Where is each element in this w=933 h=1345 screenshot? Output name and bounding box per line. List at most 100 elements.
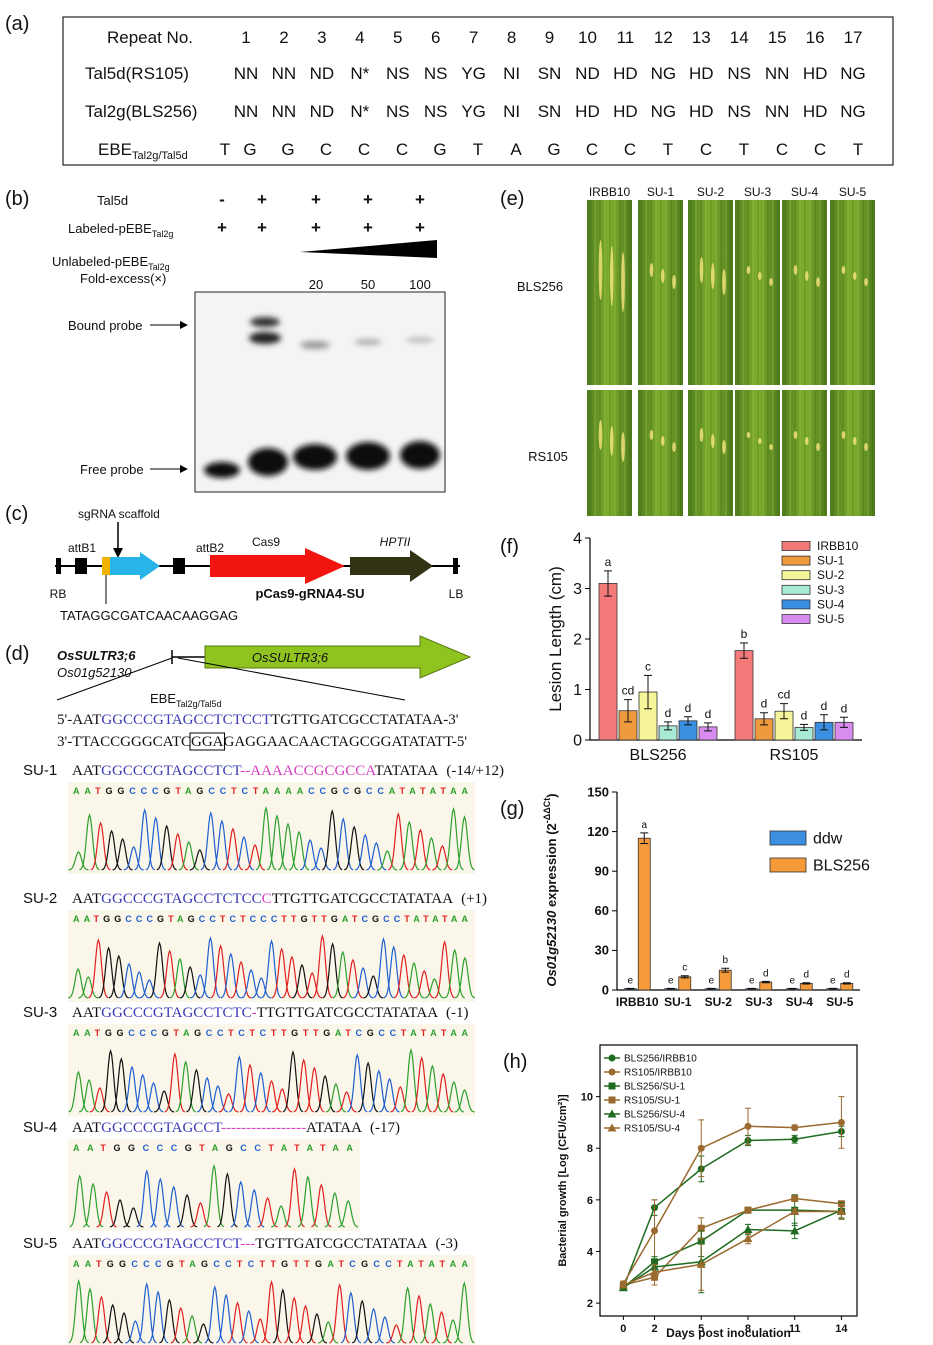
text-part: AAT: [72, 1236, 101, 1252]
significance-letter: e: [830, 975, 836, 986]
trace-peak: [271, 1205, 292, 1228]
significance-letter: d: [763, 968, 769, 979]
arrow-head: [180, 321, 188, 329]
ebe-base: C: [700, 140, 712, 159]
repeat-number: 4: [355, 28, 364, 47]
text-part: GGCCCGTAGCCTCT: [101, 763, 241, 779]
rvd: HD: [575, 102, 600, 121]
y-axis-label: Bacterial growth [Log (CFU/cm²)]: [557, 1094, 569, 1267]
lesion: [816, 277, 820, 287]
rvd: ND: [575, 64, 600, 83]
trace-peak: [68, 1070, 89, 1113]
rvd: NG: [651, 102, 677, 121]
gene-arrow: [204, 635, 472, 679]
ebe-base: C: [624, 140, 636, 159]
trace-peak: [143, 1081, 164, 1113]
x-tick-label: RS105: [770, 747, 819, 764]
text-part: GGCCCGTAGCCTCTC: [101, 1005, 251, 1021]
ebe-base: T: [473, 140, 483, 159]
error-bar: [820, 714, 828, 731]
trace-peak: [443, 1080, 465, 1113]
legend-marker: [608, 1082, 616, 1090]
lesion: [746, 432, 751, 438]
text-part: (-17): [370, 1120, 400, 1136]
text-part: (-14/+12): [446, 763, 504, 779]
trace-peak: [433, 1072, 454, 1113]
row-label: Labeled-pEBETal2g: [68, 221, 173, 239]
error-bar: [840, 716, 848, 728]
rvd: NI: [503, 102, 520, 121]
text-part: ): [544, 793, 559, 797]
series-line: [622, 1121, 842, 1285]
bar: [598, 583, 618, 741]
error-bar: [828, 987, 837, 990]
rvd: SN: [538, 102, 562, 121]
significance-letter: e: [749, 975, 755, 986]
trace-peak: [344, 825, 365, 871]
lesion: [769, 444, 773, 450]
rvd: N*: [350, 64, 369, 83]
label: OsSULTR3;6: [57, 648, 136, 663]
x-tick-label: 0: [620, 1323, 626, 1335]
trace-peak: [424, 978, 445, 999]
trace-peak: [397, 1286, 418, 1344]
trace-peak: [189, 849, 210, 871]
trace-peak: [311, 847, 332, 871]
lesion: [769, 278, 773, 286]
trace-peak: [175, 1060, 196, 1113]
trace-peak: [159, 1298, 180, 1344]
zoom-line: [177, 657, 406, 701]
rvd: NN: [234, 102, 259, 121]
trace-peak: [340, 1291, 362, 1344]
column-label: IRBB10: [589, 185, 631, 199]
series-line: [622, 1130, 842, 1288]
trace-peak: [113, 1311, 135, 1344]
text-part: AAT: [72, 1120, 101, 1136]
row-label: Tal2g(BLS256): [85, 102, 197, 121]
text-part: TTGTTGATCGCCTATATAA: [257, 1005, 439, 1021]
error-bar: [842, 982, 851, 985]
rvd: HD: [689, 64, 714, 83]
lane-mark: +: [257, 190, 267, 209]
x-tick-label: 14: [835, 1323, 848, 1335]
rvd: NG: [651, 64, 677, 83]
lesion: [609, 246, 614, 306]
rvd: NS: [424, 64, 448, 83]
trace-peak: [68, 1278, 89, 1344]
trace-peak: [357, 1061, 379, 1113]
trace-peak: [312, 933, 333, 999]
trace-peak: [145, 816, 166, 871]
lesion: [621, 432, 625, 462]
legend-label: BLS256/SU-1: [624, 1082, 686, 1093]
scaffold-arrow: [110, 552, 160, 580]
column-label: SU-3: [744, 185, 772, 199]
y-tick-label: 10: [581, 1092, 593, 1104]
lesion: [621, 252, 625, 312]
trace-peak: [352, 1299, 373, 1344]
x-tick-label: SU-1: [664, 995, 692, 1009]
marker: [837, 1118, 845, 1126]
trace-peak: [403, 961, 425, 999]
legend-label: SU-4: [817, 597, 845, 611]
trace-peak: [284, 1296, 305, 1344]
trace-peak: [432, 845, 453, 871]
x-tick-label: SU-4: [786, 995, 814, 1009]
lesion: [864, 443, 868, 451]
significance-letter: d: [665, 706, 672, 720]
repeat-number: 9: [545, 28, 554, 47]
error-bar: [747, 987, 756, 990]
trace-peak: [227, 1301, 248, 1344]
trace-peak: [111, 1057, 132, 1113]
trace-peak: [336, 1091, 357, 1113]
bar: [734, 650, 754, 741]
significance-letter: c: [682, 963, 687, 974]
trace-peak: [261, 1079, 282, 1113]
trace-peak: [388, 812, 409, 871]
rvd: HD: [803, 64, 828, 83]
trace-peak: [215, 1293, 237, 1344]
trace-peak: [400, 1047, 422, 1113]
text-part: TTGTTGATCGCCTATATAA: [272, 891, 454, 907]
ebe-base: G: [433, 140, 446, 159]
label: LB: [449, 587, 464, 601]
